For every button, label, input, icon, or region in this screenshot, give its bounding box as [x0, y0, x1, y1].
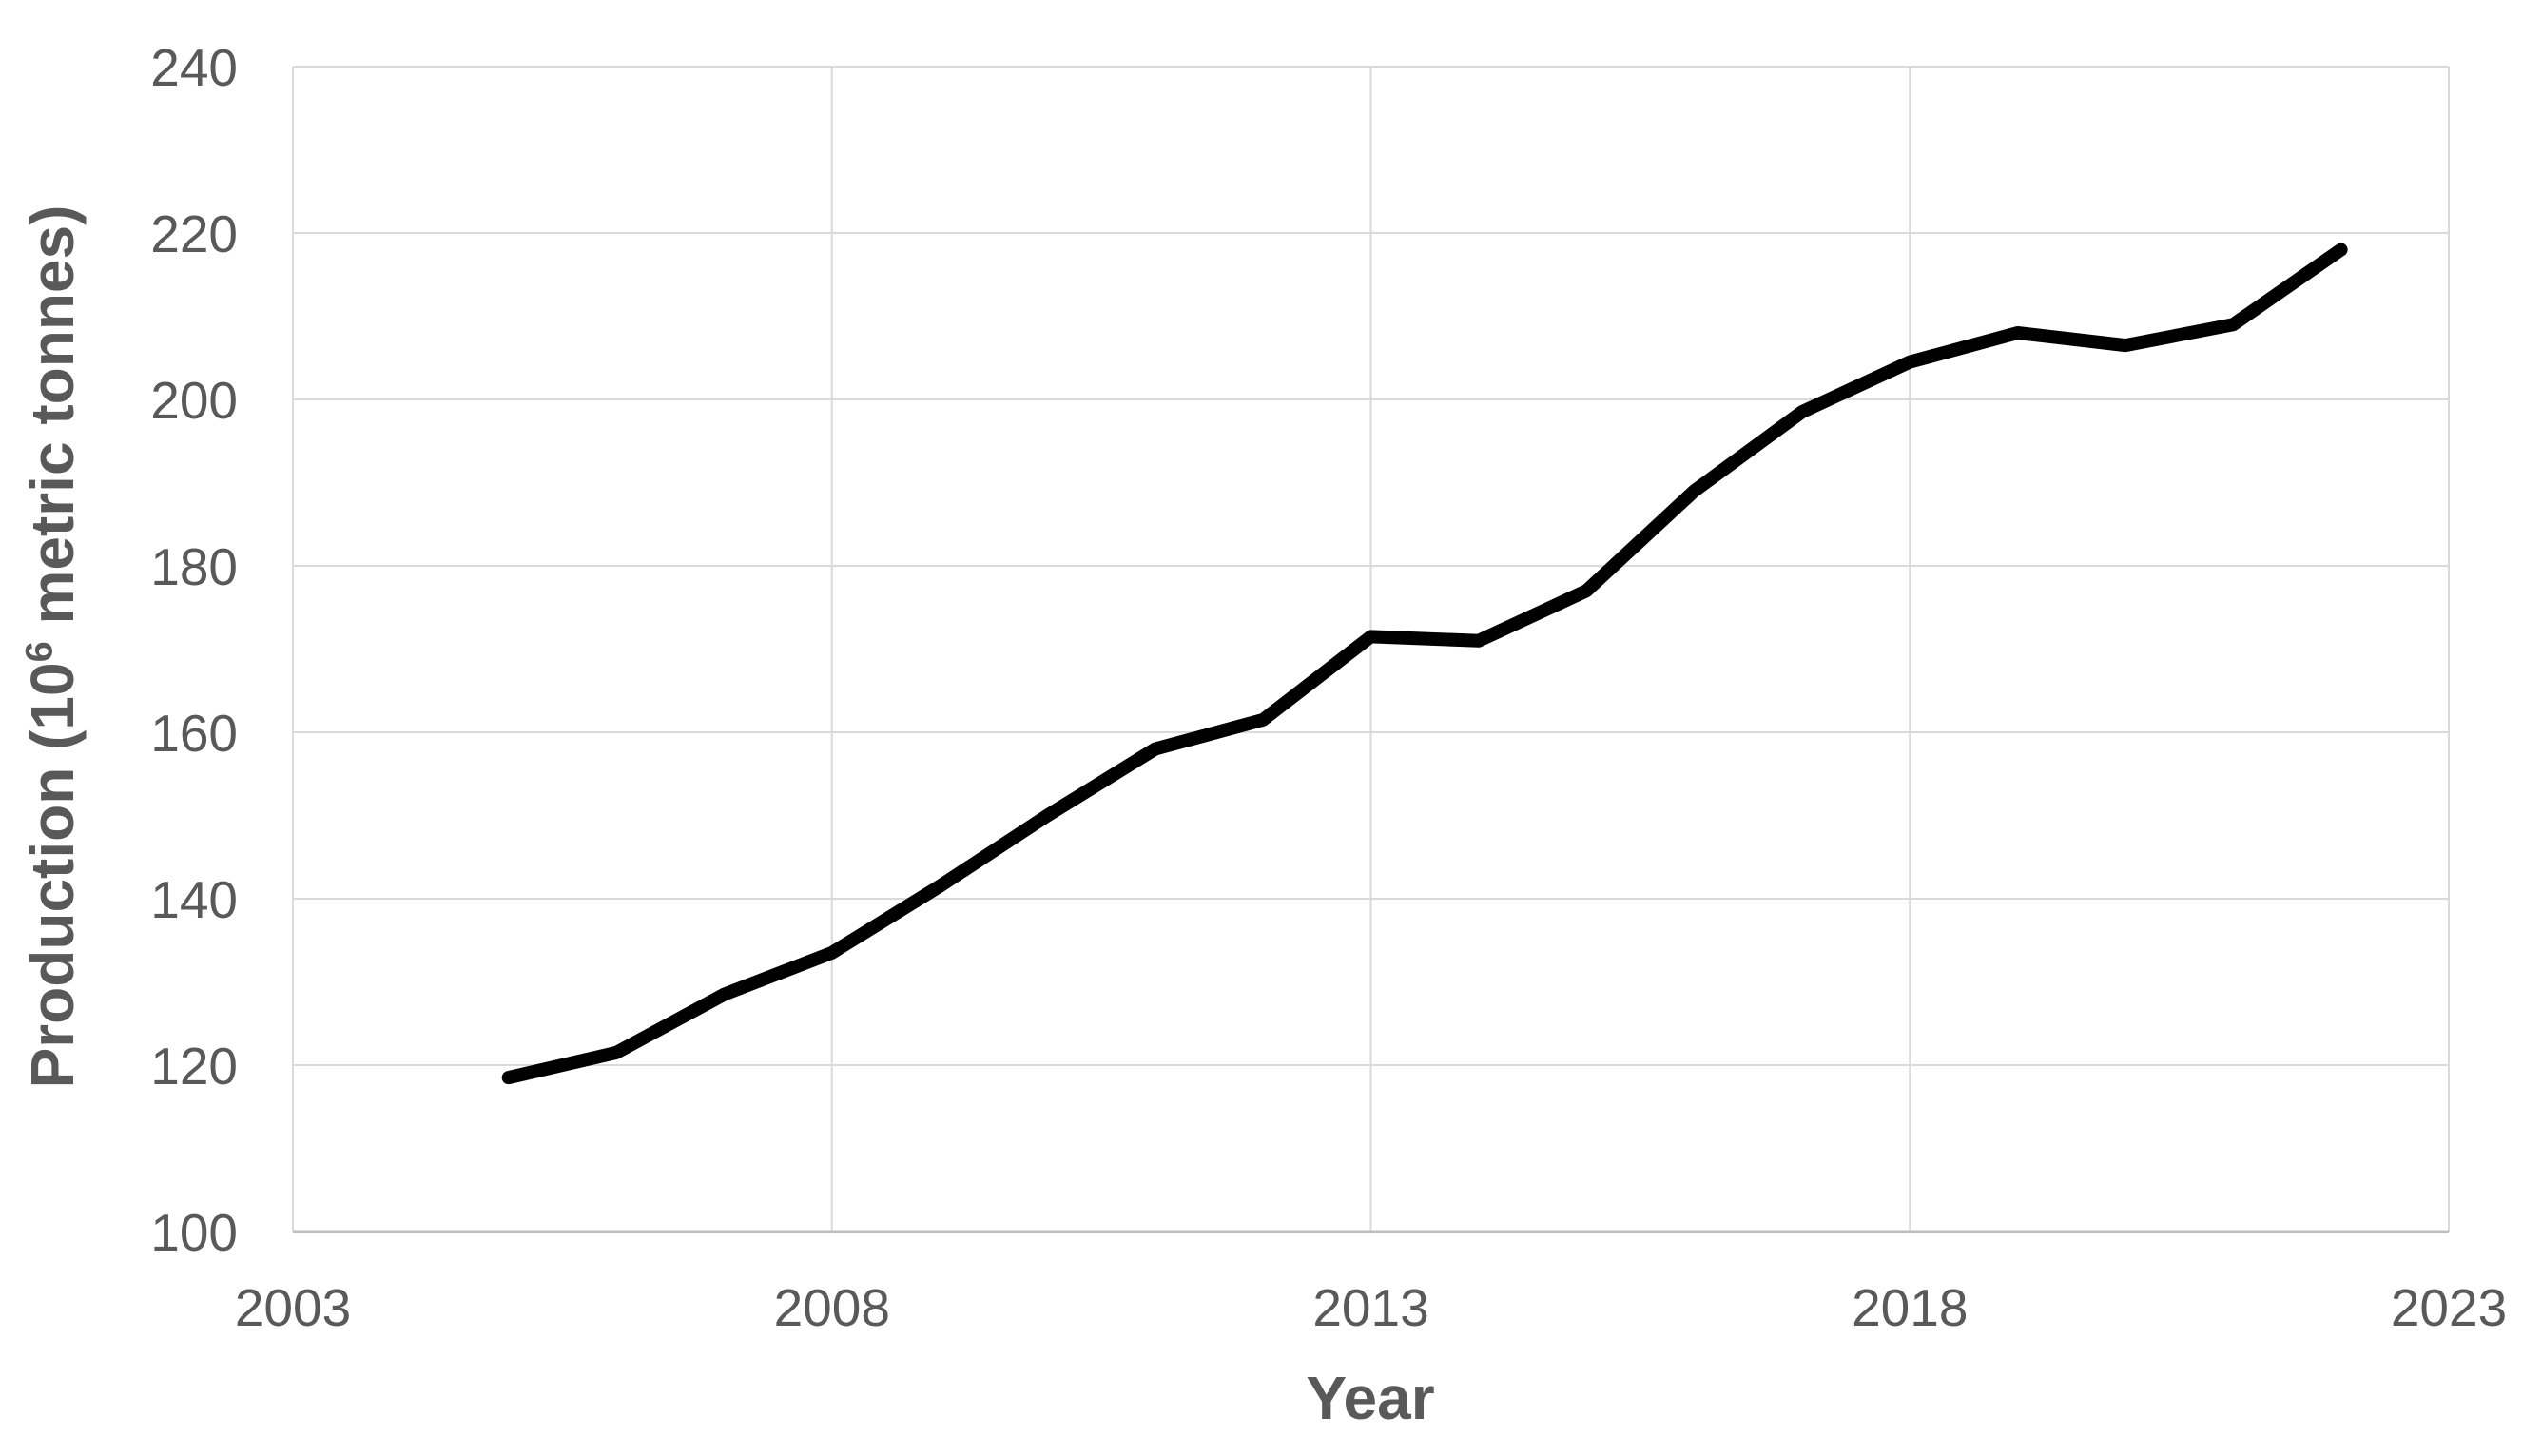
y-tick-label: 180 — [150, 537, 238, 596]
y-axis-title-prefix: Production (10 — [18, 662, 87, 1089]
y-tick-label: 100 — [150, 1203, 238, 1262]
x-axis-title: Year — [1306, 1364, 1435, 1432]
y-axis-title-suffix: metric tonnes) — [18, 204, 87, 642]
y-axis-title: Production (106 metric tonnes) — [18, 205, 87, 1089]
y-axis-title-superscript: 6 — [18, 641, 61, 663]
x-tick-label: 2013 — [1312, 1278, 1428, 1337]
y-tick-label: 200 — [150, 371, 238, 430]
y-tick-label: 240 — [150, 38, 238, 97]
x-tick-label: 2008 — [774, 1278, 890, 1337]
y-tick-label: 160 — [150, 704, 238, 763]
y-tick-label: 220 — [150, 204, 238, 263]
y-tick-label: 120 — [150, 1037, 238, 1096]
y-tick-label: 140 — [150, 870, 238, 929]
x-tick-label: 2023 — [2391, 1278, 2507, 1337]
x-tick-label: 2003 — [235, 1278, 351, 1337]
x-tick-label: 2018 — [1852, 1278, 1968, 1337]
production-series-line — [501, 243, 2348, 1085]
